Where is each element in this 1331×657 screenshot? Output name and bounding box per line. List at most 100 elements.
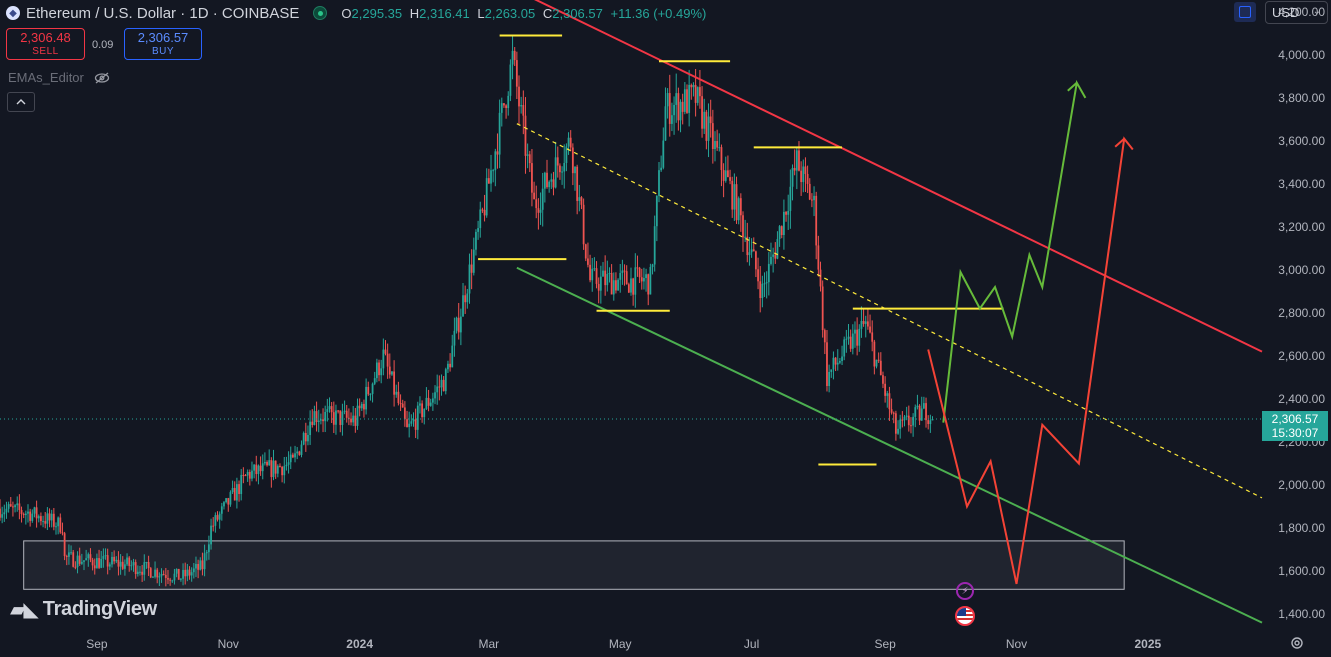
- candle: [304, 422, 307, 452]
- buy-button[interactable]: 2,306.57 BUY: [124, 28, 202, 60]
- candle: [894, 410, 897, 441]
- channel-top-line: [534, 0, 1263, 353]
- candle: [593, 257, 596, 272]
- candle: [886, 390, 889, 408]
- candle: [399, 394, 402, 412]
- candle: [705, 109, 708, 150]
- y-tick-label: 1,400.00: [1278, 607, 1325, 621]
- ohlc-values: O2,295.35 H2,316.41 L2,263.05 C2,306.57 …: [341, 5, 707, 21]
- candle: [419, 396, 421, 414]
- collapse-legend-button[interactable]: [7, 92, 35, 112]
- chevron-up-icon: [16, 99, 26, 105]
- candle: [326, 398, 329, 422]
- candle: [119, 554, 122, 575]
- candle: [520, 96, 523, 114]
- eye-off-icon[interactable]: [94, 72, 110, 84]
- candle: [421, 400, 424, 423]
- candle: [136, 565, 139, 577]
- candle: [350, 412, 352, 426]
- screen-toggle-button[interactable]: [1234, 2, 1256, 22]
- bearish-forecast-path-arrow: [1114, 137, 1125, 148]
- candle: [727, 155, 729, 178]
- candle: [671, 102, 673, 132]
- candle: [352, 406, 355, 427]
- candle: [65, 554, 68, 566]
- y-tick-label: 2,800.00: [1278, 306, 1325, 320]
- candle: [96, 553, 98, 569]
- candle: [576, 164, 579, 215]
- candle: [31, 509, 34, 523]
- candle: [606, 260, 609, 292]
- chevron-down-icon: ⌄: [1312, 6, 1321, 17]
- candle: [255, 455, 258, 482]
- candle: [901, 411, 904, 428]
- candle: [683, 82, 686, 115]
- candle: [569, 130, 572, 152]
- candle: [104, 548, 107, 560]
- candle: [229, 490, 232, 507]
- candle: [393, 360, 396, 407]
- candle: [16, 496, 19, 512]
- candle: [668, 74, 671, 137]
- candle: [634, 253, 637, 308]
- sell-button[interactable]: 2,306.48 SELL: [6, 28, 85, 60]
- candle: [416, 401, 419, 440]
- indicator-legend[interactable]: EMAs_Editor: [8, 70, 110, 85]
- candle: [500, 97, 503, 127]
- candle: [24, 510, 27, 525]
- candle: [29, 508, 32, 527]
- y-tick-label: 1,800.00: [1278, 521, 1325, 535]
- candle: [246, 469, 249, 482]
- candle: [770, 242, 772, 266]
- candle: [52, 507, 55, 531]
- high-value: 2,316.41: [419, 5, 470, 21]
- market-status-icon[interactable]: [313, 6, 328, 20]
- gear-icon[interactable]: [1289, 635, 1305, 651]
- candle: [367, 381, 370, 396]
- candle: [190, 567, 193, 582]
- candle: [462, 283, 464, 317]
- candle: [483, 194, 486, 222]
- currency-select[interactable]: USD ⌄: [1265, 1, 1328, 24]
- candle: [823, 328, 826, 355]
- candle: [679, 99, 682, 133]
- tradingview-logo[interactable]: ▰◣ TradingView: [10, 597, 157, 622]
- candle: [828, 364, 831, 393]
- candle: [149, 566, 152, 579]
- square-icon: [1239, 6, 1251, 18]
- candle: [87, 552, 90, 567]
- candle: [102, 548, 105, 568]
- candle: [625, 265, 628, 285]
- candle: [871, 320, 874, 352]
- candle: [455, 316, 458, 334]
- candle: [169, 577, 172, 586]
- candle: [468, 253, 471, 304]
- us-flag-event-icon[interactable]: [955, 606, 975, 626]
- candle: [173, 568, 176, 585]
- candle: [360, 401, 363, 411]
- candle: [718, 133, 721, 152]
- symbol-title[interactable]: Ethereum / U.S. Dollar · 1D · COINBASE: [26, 4, 300, 22]
- candle: [608, 267, 611, 283]
- candle: [882, 371, 884, 389]
- candle: [18, 494, 21, 520]
- candle: [778, 225, 781, 247]
- candle: [139, 565, 141, 576]
- candle: [543, 171, 546, 203]
- candle: [451, 334, 454, 368]
- candle: [279, 463, 281, 468]
- candle: [354, 407, 357, 433]
- candle: [40, 512, 42, 526]
- candle: [442, 376, 445, 392]
- event-lightning-icon[interactable]: ⚡: [956, 582, 974, 600]
- candle: [651, 263, 654, 275]
- candles: [0, 34, 934, 587]
- candle: [180, 577, 182, 582]
- candle: [931, 416, 934, 421]
- candle: [795, 147, 798, 190]
- candle: [910, 417, 912, 434]
- candle: [449, 353, 451, 372]
- candle: [391, 371, 393, 376]
- y-tick-label: 3,400.00: [1278, 177, 1325, 191]
